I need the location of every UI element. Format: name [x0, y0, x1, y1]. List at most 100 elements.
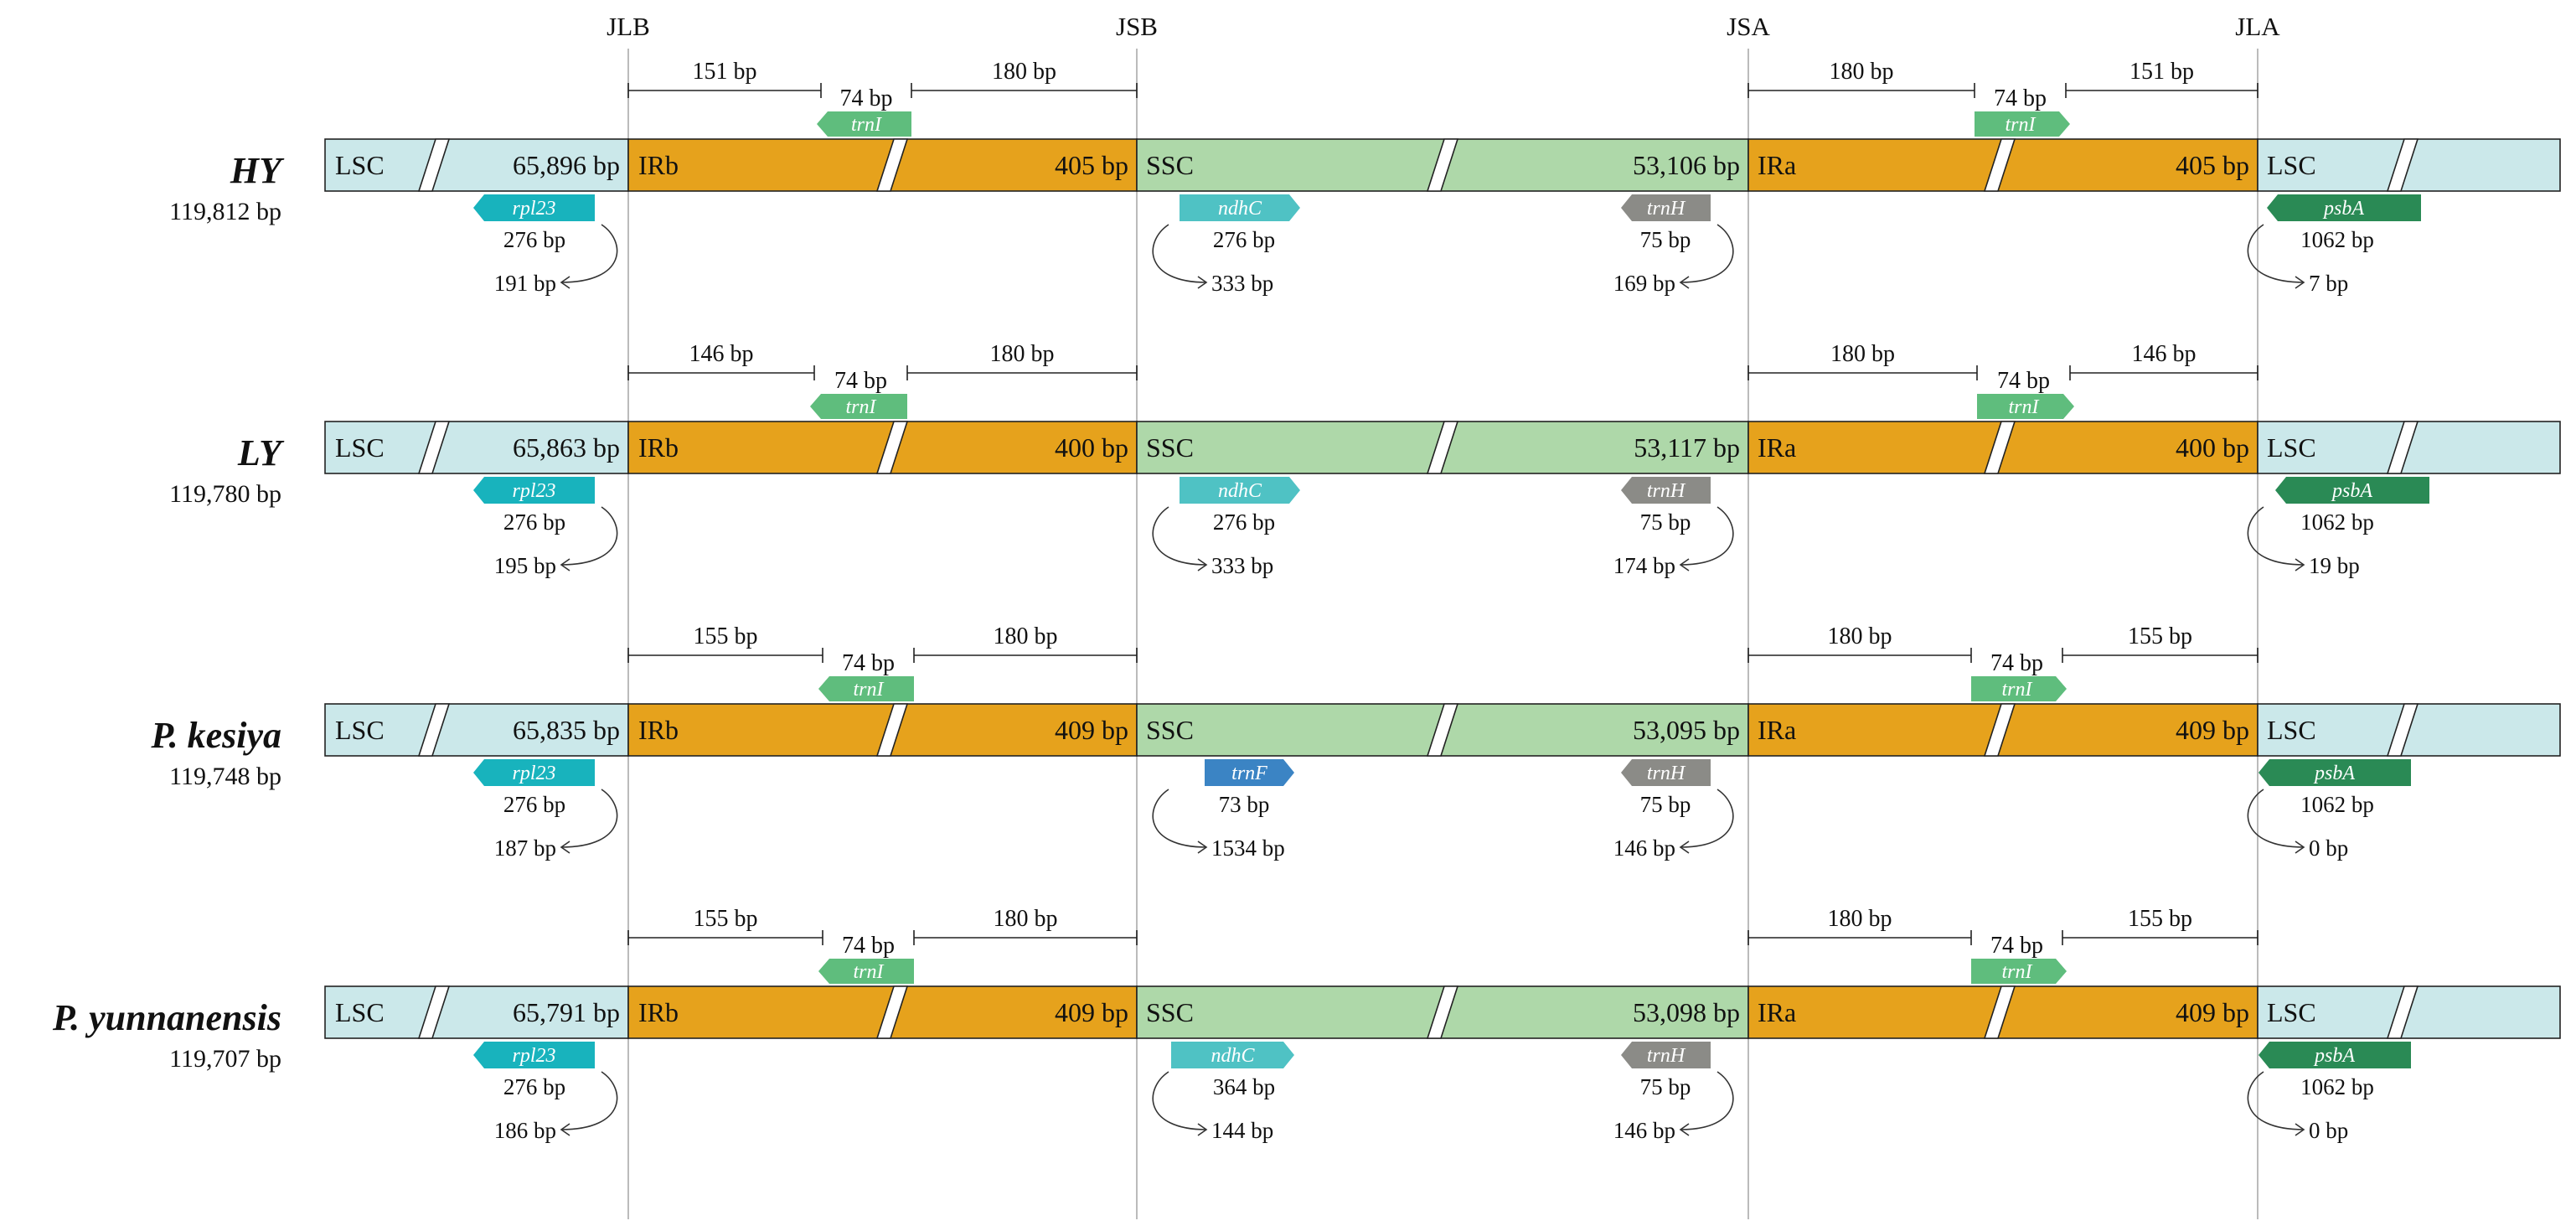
- connector-rpl23-head: [560, 1123, 570, 1136]
- region-label-irb: IRb: [638, 715, 679, 745]
- gene-label-rpl23: rpl23: [512, 1045, 555, 1067]
- break-mark-lsc2: [2386, 703, 2419, 757]
- connector-ssc-start: [1152, 1071, 1207, 1130]
- break-mark-lsc: [417, 985, 451, 1039]
- region-label-ssc: SSC: [1146, 715, 1194, 745]
- gene-trnI-right: [1975, 111, 2070, 137]
- region-lsc-left: [324, 138, 629, 192]
- trnI-length-left: 74 bp: [842, 933, 895, 959]
- break-mark-lsc: [417, 138, 451, 192]
- break-mark-lsc: [417, 703, 451, 757]
- gene-length-psbA: 1062 bp: [2300, 792, 2374, 817]
- connector-rpl23: [560, 789, 618, 848]
- species-name: HY: [230, 150, 285, 191]
- gene-rpl23: [473, 759, 595, 786]
- trnI-length-right: 74 bp: [1990, 650, 2043, 676]
- gene-length-ssc-start: 276 bp: [1213, 227, 1275, 252]
- gene-label-trnI-right: trnI: [2009, 396, 2040, 418]
- region-label-lsc-right: LSC: [2267, 432, 2316, 463]
- species-name: P. kesiya: [150, 715, 281, 756]
- gene-distance-ssc-start: 1534 bp: [1211, 835, 1285, 861]
- break-mark-irb: [875, 138, 909, 192]
- gene-distance-trnH: 174 bp: [1613, 553, 1675, 578]
- bracket-label-jlb: 155 bp: [694, 623, 758, 649]
- region-label-ira: IRa: [1758, 150, 1796, 180]
- break-mark-lsc2: [2386, 138, 2419, 192]
- connector-ssc-start: [1152, 789, 1207, 848]
- gene-distance-trnH: 169 bp: [1613, 271, 1675, 296]
- region-size-ira: 409 bp: [2176, 715, 2249, 745]
- connector-rpl23-head: [560, 558, 570, 572]
- gene-label-psbA: psbA: [2331, 480, 2372, 502]
- connector-trnH-head: [1679, 840, 1690, 854]
- connector-ssc-start: [1152, 506, 1207, 566]
- gene-distance-trnH: 146 bp: [1613, 835, 1675, 861]
- break-mark-lsc2: [2386, 421, 2419, 474]
- gene-length-rpl23: 276 bp: [503, 509, 565, 535]
- gene-trnI-right: [1971, 959, 2067, 984]
- gene-label-trnH: trnH: [1647, 1045, 1686, 1067]
- gene-trnI-right: [1971, 676, 2067, 701]
- species-row: HY 119,812 bp LSC 65,896 bp IRb 405 bp SSC 53,1…: [169, 59, 2561, 296]
- gene-length-rpl23: 276 bp: [503, 227, 565, 252]
- gene-length-trnH: 75 bp: [1640, 1074, 1691, 1099]
- gene-label-ssc-start: ndhC: [1218, 198, 1262, 220]
- region-size-irb: 409 bp: [1055, 997, 1128, 1027]
- region-lsc-left: [324, 421, 629, 474]
- region-label-irb: IRb: [638, 432, 679, 463]
- trnI-length-left: 74 bp: [840, 85, 893, 111]
- junction-label-jlb: JLB: [607, 12, 650, 41]
- gene-distance-psbA: 19 bp: [2309, 553, 2360, 578]
- connector-psbA: [2247, 789, 2305, 848]
- region-label-lsc: LSC: [335, 715, 385, 745]
- gene-label-trnI-right: trnI: [2002, 679, 2033, 701]
- bracket-label-jla: 155 bp: [2128, 623, 2192, 649]
- gene-length-psbA: 1062 bp: [2300, 1074, 2374, 1099]
- connector-psbA-head: [2295, 1123, 2305, 1136]
- connector-psbA: [2247, 506, 2305, 566]
- connector-ssc-start-head: [1197, 840, 1208, 854]
- bracket-label-jsa: 180 bp: [1830, 341, 1895, 367]
- break-mark-irb: [875, 985, 909, 1039]
- gene-rpl23: [473, 477, 595, 504]
- gene-rpl23: [473, 1042, 595, 1068]
- region-label-ssc: SSC: [1146, 432, 1194, 463]
- connector-rpl23-head: [560, 276, 570, 289]
- gene-psbA: [2259, 1042, 2411, 1068]
- gene-length-trnH: 75 bp: [1640, 792, 1691, 817]
- gene-distance-rpl23: 186 bp: [494, 1118, 556, 1143]
- break-mark-ira: [1983, 985, 2016, 1039]
- gene-label-trnH: trnH: [1647, 763, 1686, 784]
- connector-trnH: [1680, 789, 1734, 848]
- gene-psbA: [2267, 194, 2421, 221]
- gene-distance-psbA: 0 bp: [2309, 1118, 2348, 1143]
- region-label-lsc: LSC: [335, 432, 385, 463]
- break-mark-ira: [1983, 421, 2016, 474]
- break-mark-irb: [875, 421, 909, 474]
- region-label-lsc-right: LSC: [2267, 715, 2316, 745]
- region-size-ssc: 53,095 bp: [1633, 715, 1740, 745]
- connector-psbA: [2247, 1071, 2305, 1130]
- bracket-label-jlb: 151 bp: [693, 59, 757, 85]
- region-size-irb: 400 bp: [1055, 432, 1128, 463]
- gene-length-ssc-start: 276 bp: [1213, 509, 1275, 535]
- region-label-lsc: LSC: [335, 150, 385, 180]
- trnI-length-left: 74 bp: [834, 368, 887, 394]
- gene-trnI-left: [817, 111, 911, 137]
- gene-trnH: [1621, 194, 1711, 221]
- gene-label-trnI-right: trnI: [2002, 961, 2033, 983]
- region-label-irb: IRb: [638, 150, 679, 180]
- region-label-irb: IRb: [638, 997, 679, 1027]
- region-label-lsc-right: LSC: [2267, 997, 2316, 1027]
- bracket-label-jla: 146 bp: [2132, 341, 2197, 367]
- gene-label-rpl23: rpl23: [512, 198, 555, 220]
- connector-trnH-head: [1679, 1123, 1690, 1136]
- trnI-length-right: 74 bp: [1997, 368, 2050, 394]
- gene-label-psbA: psbA: [2313, 1045, 2355, 1067]
- trnI-length-right: 74 bp: [1990, 933, 2043, 959]
- region-size-lsc: 65,896 bp: [513, 150, 620, 180]
- connector-trnH: [1680, 1071, 1734, 1130]
- gene-distance-psbA: 0 bp: [2309, 835, 2348, 861]
- gene-label-ssc-start: ndhC: [1218, 480, 1262, 502]
- region-label-ssc: SSC: [1146, 997, 1194, 1027]
